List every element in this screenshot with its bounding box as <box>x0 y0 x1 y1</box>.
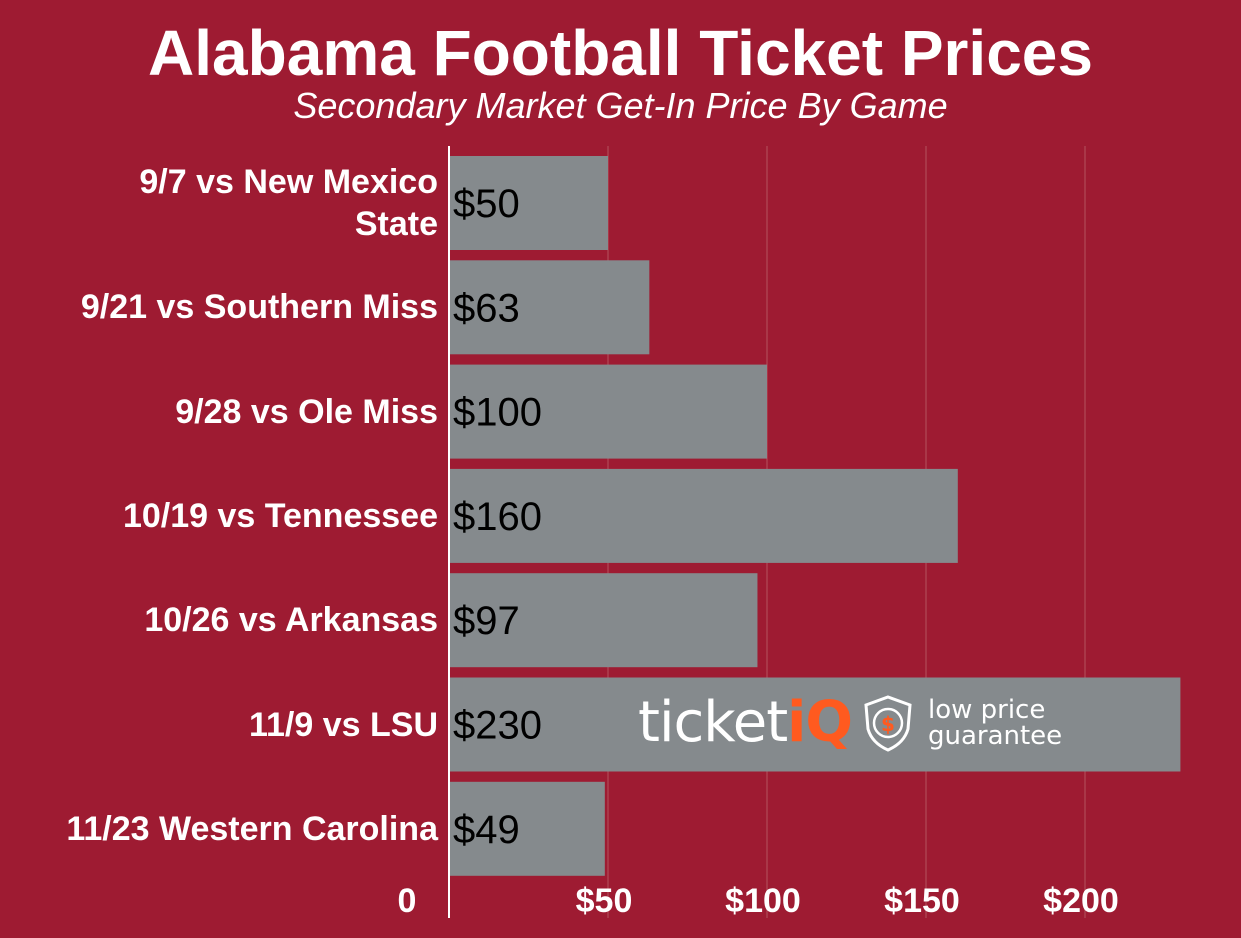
bar-value-label: $63 <box>453 286 520 330</box>
svg-text:$: $ <box>881 712 895 736</box>
bar-value-label: $160 <box>453 495 542 539</box>
category-label: 9/21 vs Southern Miss <box>80 288 438 327</box>
bar <box>449 364 767 459</box>
bar-value-label: $100 <box>453 391 542 435</box>
bar-value-label: $49 <box>453 808 520 852</box>
bar-value-label: $230 <box>453 704 542 748</box>
category-label: 10/19 vs Tennessee <box>122 496 438 535</box>
category-label: 9/7 vs New Mexico State <box>139 163 438 243</box>
bar <box>449 156 608 250</box>
x-tick-label: $200 <box>1043 882 1119 920</box>
category-label: 9/28 vs Ole Miss <box>175 392 438 431</box>
bar <box>449 573 758 668</box>
shield-dollar-icon: $ <box>864 695 912 752</box>
bar <box>449 781 605 876</box>
x-tick-label: $50 <box>575 882 633 920</box>
chart-title: Alabama Football Ticket Prices <box>148 17 1093 89</box>
chart-subtitle: Secondary Market Get-In Price By Game <box>293 85 948 126</box>
bar <box>449 468 958 563</box>
x-tick-label: 0 <box>397 882 417 920</box>
bar <box>449 677 1181 772</box>
category-label: 11/23 Western Carolina <box>66 809 438 848</box>
logo-tagline: low price guarantee <box>927 695 1063 751</box>
x-tick-label: $100 <box>725 882 801 920</box>
category-label: 10/26 vs Arkansas <box>144 601 438 640</box>
logo-wordmark: ticketiQ <box>638 690 853 755</box>
x-tick-label: $150 <box>884 882 960 920</box>
bar <box>449 260 650 355</box>
bar-value-label: $50 <box>453 182 520 226</box>
bar-value-label: $97 <box>453 599 520 643</box>
ticketiq-watermark: ticketiQ $ low price guarantee <box>638 690 1062 756</box>
category-label: 11/9 vs LSU <box>248 705 438 744</box>
